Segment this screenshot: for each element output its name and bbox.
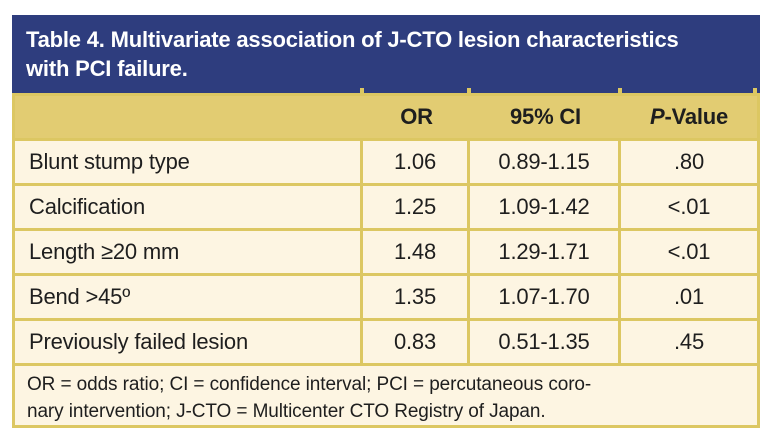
ci-value-cell: 0.89-1.15: [470, 141, 618, 183]
or-value-cell: 1.06: [363, 141, 467, 183]
pvalue-cell: .01: [621, 276, 757, 318]
ci-value-cell: 1.07-1.70: [470, 276, 618, 318]
row-label-cell: Blunt stump type: [15, 141, 360, 183]
ci-value-cell: 0.51-1.35: [470, 321, 618, 363]
data-table: OR 95% CI P-Value Blunt stump type 1.06 …: [12, 93, 760, 428]
row-label-cell: Bend >45º: [15, 276, 360, 318]
pvalue-cell: <.01: [621, 186, 757, 228]
pvalue-rest: -Value: [664, 104, 729, 129]
pvalue-italic-p: P: [649, 104, 665, 129]
pvalue-cell: <.01: [621, 231, 757, 273]
ci-value-cell: 1.09-1.42: [470, 186, 618, 228]
header-cell-pvalue: P-Value: [621, 104, 757, 130]
or-value-cell: 1.25: [363, 186, 467, 228]
row-label-cell: Calcification: [15, 186, 360, 228]
column-divider-tick: [618, 88, 622, 95]
column-divider-tick: [467, 88, 471, 95]
column-divider-tick: [753, 88, 757, 95]
or-value-cell: 0.83: [363, 321, 467, 363]
table-body: Blunt stump type 1.06 0.89-1.15 .80 Calc…: [15, 141, 757, 363]
table-container: OR 95% CI P-Value Blunt stump type 1.06 …: [12, 88, 760, 428]
or-value-cell: 1.48: [363, 231, 467, 273]
table-footnote: OR = odds ratio; CI = confidence interva…: [15, 366, 757, 425]
column-divider-tick: [360, 88, 364, 95]
pvalue-cell: .80: [621, 141, 757, 183]
row-label-cell: Length ≥20 mm: [15, 231, 360, 273]
table-title-bar: Table 4. Multivariate association of J-C…: [12, 15, 760, 93]
table-title: Table 4. Multivariate association of J-C…: [26, 27, 679, 82]
pvalue-cell: .45: [621, 321, 757, 363]
row-label-cell: Previously failed lesion: [15, 321, 360, 363]
or-value-cell: 1.35: [363, 276, 467, 318]
table-header-row: OR 95% CI P-Value: [15, 96, 757, 138]
header-cell-ci: 95% CI: [510, 104, 581, 129]
header-cell-or: OR: [400, 104, 433, 129]
ci-value-cell: 1.29-1.71: [470, 231, 618, 273]
